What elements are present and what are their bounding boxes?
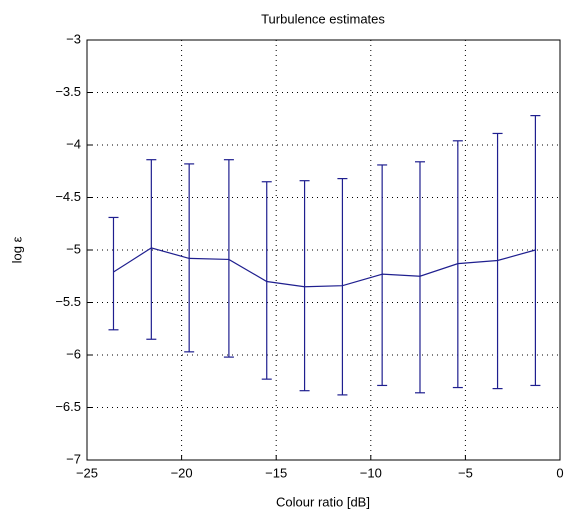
x-tick-label: −15 [265,465,287,480]
chart-title: Turbulence estimates [261,11,385,26]
x-axis-label: Colour ratio [dB] [276,494,370,509]
y-tick-label: −7 [66,451,81,466]
y-tick-label: −6.5 [55,399,81,414]
x-tick-label: −5 [458,465,473,480]
y-tick-label: −3.5 [55,84,81,99]
x-tick-label: −25 [76,465,98,480]
y-tick-label: −5.5 [55,294,81,309]
data-line [113,247,536,288]
x-tick-label: 0 [556,465,563,480]
x-tick-label: −20 [171,465,193,480]
y-tick-label: −5 [66,241,81,256]
y-tick-label: −3 [66,31,81,46]
y-tick-label: −4 [66,136,81,151]
y-tick-label: −4.5 [55,189,81,204]
x-tick-label: −10 [360,465,382,480]
y-axis-label: log ε [9,236,24,263]
y-tick-label: −6 [66,346,81,361]
